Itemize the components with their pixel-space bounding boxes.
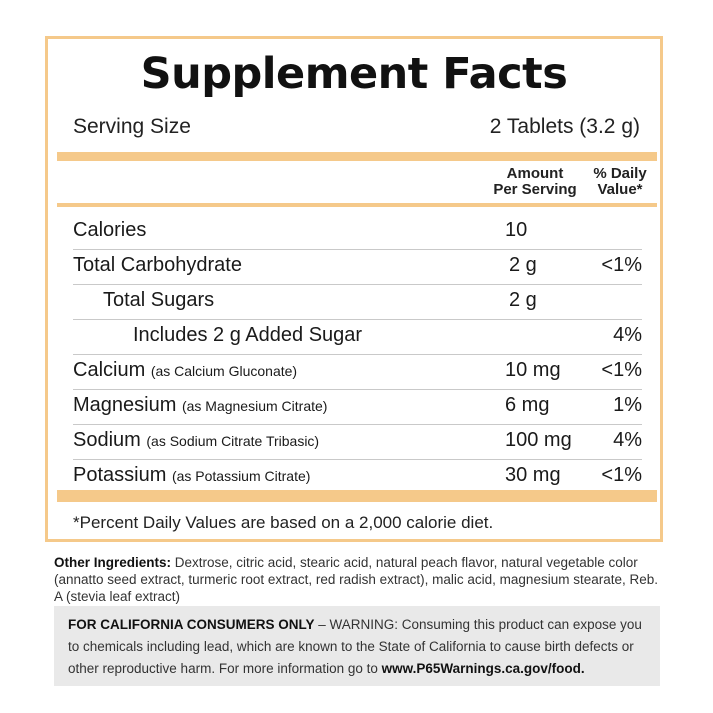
nutrient-dv: <1%: [601, 464, 642, 486]
nutrient-source: (as Sodium Citrate Tribasic): [146, 433, 320, 449]
nutrient-dv: 1%: [613, 394, 642, 416]
divider-medium: [57, 203, 657, 207]
other-ingredients: Other Ingredients: Dextrose, citric acid…: [54, 554, 664, 605]
amount-header-line2: Per Serving: [493, 181, 577, 198]
nutrient-name: Magnesium (as Magnesium Citrate): [73, 394, 327, 417]
nutrient-dv: 4%: [613, 429, 642, 451]
amount-column-header: Amount Per Serving: [485, 166, 585, 198]
nutrient-name-main: Calcium: [73, 359, 146, 381]
nutrient-row: Calcium (as Calcium Gluconate) 10 mg <1%: [73, 355, 642, 390]
nutrient-name-main: Potassium: [73, 464, 167, 486]
serving-size-value: 2 Tablets (3.2 g): [489, 115, 640, 138]
nutrient-row: Calories 10: [73, 215, 642, 250]
nutrient-amount: 100 mg: [505, 429, 572, 451]
nutrient-row: Sodium (as Sodium Citrate Tribasic) 100 …: [73, 425, 642, 460]
other-ingredients-text: Dextrose, citric acid, stearic acid, nat…: [54, 555, 658, 604]
warning-text: – WARNING: Consuming this product can ex…: [68, 617, 642, 676]
nutrient-source: (as Magnesium Citrate): [181, 398, 328, 414]
nutrient-name: Total Carbohydrate: [73, 254, 242, 276]
nutrient-amount: 2 g: [509, 254, 537, 276]
prop65-warning-box: FOR CALIFORNIA CONSUMERS ONLY – WARNING:…: [54, 606, 660, 686]
nutrient-name: Potassium (as Potassium Citrate): [73, 464, 310, 487]
nutrient-dv: <1%: [601, 359, 642, 381]
nutrient-name: Includes 2 g Added Sugar: [133, 324, 363, 346]
nutrient-source: (as Potassium Citrate): [171, 468, 311, 484]
nutrient-amount: 30 mg: [505, 464, 561, 486]
serving-size-label: Serving Size: [73, 115, 191, 138]
nutrient-name-main: Sodium: [73, 429, 141, 451]
nutrient-amount: 10 mg: [505, 359, 561, 381]
nutrient-row: Includes 2 g Added Sugar 4%: [73, 320, 642, 355]
nutrient-row: Potassium (as Potassium Citrate) 30 mg <…: [73, 460, 642, 494]
supplement-facts-panel: Supplement Facts Serving Size 2 Tablets …: [45, 36, 663, 542]
other-ingredients-label: Other Ingredients:: [54, 555, 172, 570]
nutrient-row: Total Carbohydrate 2 g <1%: [73, 250, 642, 285]
nutrient-row: Magnesium (as Magnesium Citrate) 6 mg 1%: [73, 390, 642, 425]
nutrient-name: Total Sugars: [103, 289, 215, 311]
nutrient-name: Calories: [73, 219, 147, 241]
daily-value-column-header: % Daily Value*: [585, 166, 655, 198]
serving-size-row: Serving Size 2 Tablets (3.2 g): [73, 115, 640, 139]
dv-header-line1: % Daily: [593, 165, 647, 182]
nutrient-name: Calcium (as Calcium Gluconate): [73, 359, 297, 382]
amount-header-line1: Amount: [506, 165, 564, 182]
daily-value-footnote: *Percent Daily Values are based on a 2,0…: [73, 513, 494, 532]
warning-label: FOR CALIFORNIA CONSUMERS ONLY: [68, 617, 315, 632]
divider-thick-bottom: [57, 490, 657, 502]
nutrient-amount: 6 mg: [505, 394, 550, 416]
nutrient-dv: 4%: [613, 324, 642, 346]
nutrient-amount: 2 g: [509, 289, 537, 311]
panel-title: Supplement Facts: [140, 49, 568, 99]
nutrient-source: (as Calcium Gluconate): [150, 363, 298, 379]
nutrient-row: Total Sugars 2 g: [73, 285, 642, 320]
nutrient-rows: Calories 10 Total Carbohydrate 2 g <1% T…: [73, 215, 642, 494]
warning-link[interactable]: www.P65Warnings.ca.gov/food.: [381, 661, 585, 676]
dv-header-line2: Value*: [597, 181, 643, 198]
nutrient-dv: <1%: [601, 254, 642, 276]
divider-thick: [57, 152, 657, 161]
nutrient-name-main: Magnesium: [73, 394, 177, 416]
nutrient-name: Sodium (as Sodium Citrate Tribasic): [73, 429, 319, 452]
nutrient-amount: 10: [505, 219, 528, 241]
